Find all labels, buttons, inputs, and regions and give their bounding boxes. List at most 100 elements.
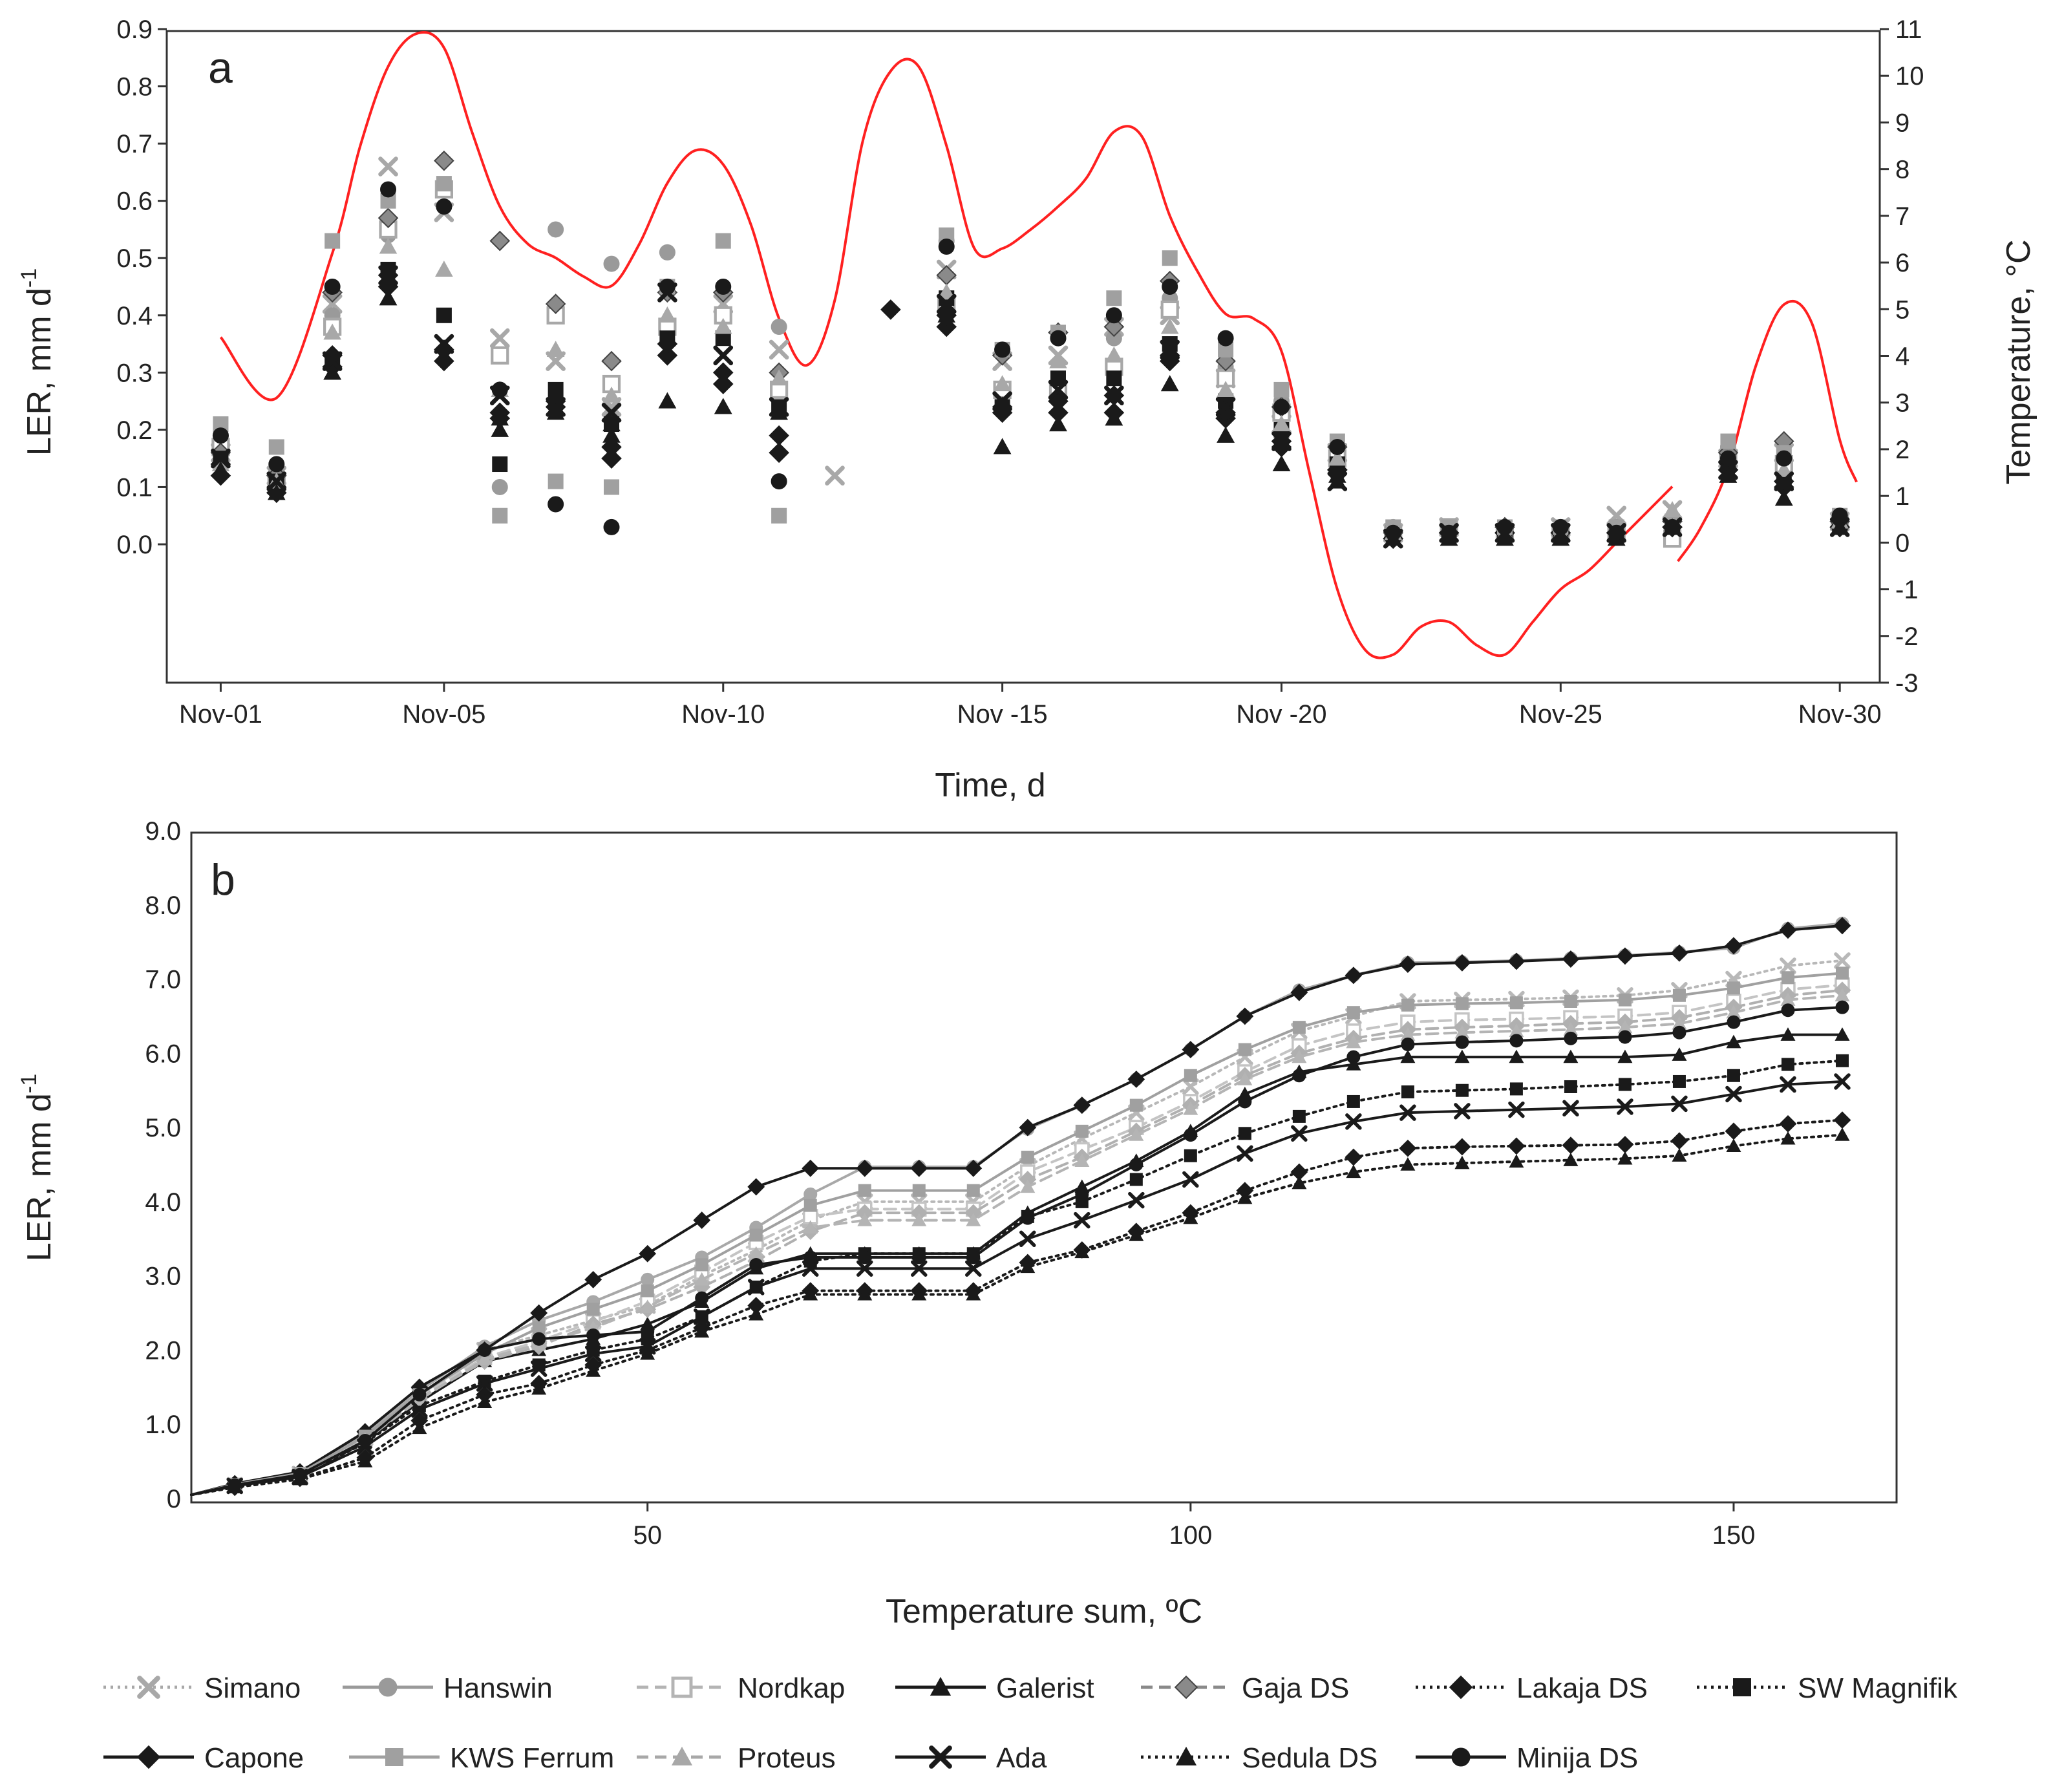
point-ada <box>1399 1104 1416 1121</box>
point-sedula-ds <box>1292 1175 1307 1189</box>
point-hanswin <box>603 255 620 272</box>
point-minija-ds <box>1564 1031 1578 1045</box>
point-sedula-ds <box>1835 1127 1850 1141</box>
point-minija-ds <box>1273 398 1290 415</box>
point-sedula-ds <box>911 1286 927 1301</box>
point-hanswin <box>491 478 508 495</box>
point-capone <box>584 1270 602 1288</box>
point-lakaja-ds <box>1507 1137 1526 1155</box>
point-sedula-ds <box>1020 1259 1036 1274</box>
point-sw-magnifik <box>1727 1069 1740 1082</box>
point-galerist <box>1835 1027 1850 1041</box>
point-ada <box>1562 1100 1579 1117</box>
point-ada <box>1074 1211 1090 1229</box>
point-proteus <box>1074 1153 1090 1167</box>
point-minija-ds <box>715 279 732 295</box>
point-gaja-ds <box>378 208 399 229</box>
point-capone <box>1345 966 1363 985</box>
point-ada <box>1617 1098 1633 1115</box>
panel-a-x-axis: Nov-01 Nov-05 Nov-10 Nov -15 Nov -20 Nov-25 No… <box>179 683 1882 729</box>
point-minija-ds <box>771 473 787 490</box>
point-ada <box>1128 1191 1145 1209</box>
panel-b-ytick-label: 4.0 <box>145 1188 181 1217</box>
panel-b-ylabel-sup: -1 <box>17 1074 41 1093</box>
point-proteus <box>1454 1025 1470 1039</box>
point-proteus <box>1775 461 1793 477</box>
series-ada <box>211 265 1850 549</box>
point-capone <box>964 1159 983 1177</box>
panel-a-frame <box>165 30 1881 684</box>
point-simano <box>322 293 343 314</box>
point-minija-ds <box>1021 1211 1035 1225</box>
line-nordkap <box>190 983 1844 1497</box>
point-gaja-ds <box>1103 316 1125 337</box>
point-capone <box>769 425 789 446</box>
point-ada <box>1019 1230 1036 1248</box>
point-sedula-ds <box>1496 529 1514 546</box>
point-sedula-ds <box>1328 472 1346 489</box>
line-galerist <box>190 1033 1844 1497</box>
point-capone <box>601 436 622 458</box>
panel-a-ytick-label: 0.0 <box>116 531 153 559</box>
point-capone <box>1833 917 1851 935</box>
point-proteus <box>1563 1022 1579 1036</box>
point-minija-ds <box>478 1343 492 1357</box>
panel-a-y2tick-label: -1 <box>1895 576 1919 604</box>
point-kws-ferrum <box>1672 988 1686 1002</box>
point-proteus <box>1617 1019 1633 1034</box>
point-simano <box>1834 952 1851 969</box>
series-ada <box>190 1073 1851 1497</box>
point-galerist <box>1780 1027 1796 1041</box>
series-hanswin <box>212 181 1848 535</box>
point-hanswin <box>548 221 564 238</box>
series-kws-ferrum <box>190 966 1849 1497</box>
point-kws-ferrum <box>532 1321 546 1335</box>
point-capone <box>1290 983 1308 1001</box>
point-sw-magnifik <box>1781 1058 1794 1071</box>
point-gaja-ds <box>545 293 566 314</box>
point-minija-ds <box>586 1328 601 1342</box>
legend-item-ada: Ada <box>895 1742 1047 1774</box>
panel-b-ytick-label: 9.0 <box>145 817 181 846</box>
legend-item-capone: Capone <box>103 1742 304 1774</box>
point-ada <box>1345 1113 1362 1130</box>
point-minija-ds <box>1238 1094 1252 1109</box>
point-kws-ferrum <box>548 473 564 489</box>
panel-a-y2tick-label: 11 <box>1895 16 1922 44</box>
point-minija-ds <box>966 1250 981 1264</box>
series-gaja-ds <box>190 981 1851 1497</box>
point-capone <box>1399 955 1417 974</box>
series-sedula-ds <box>211 289 1849 546</box>
point-proteus <box>435 261 453 277</box>
point-kws-ferrum <box>749 1228 763 1242</box>
point-proteus <box>857 1213 873 1226</box>
point-minija-ds <box>1618 1030 1632 1044</box>
point-proteus <box>1160 317 1179 334</box>
point-sedula-ds <box>770 403 788 420</box>
point-minija-ds <box>1781 1003 1795 1018</box>
point-sedula-ds <box>379 289 398 306</box>
point-sedula-ds <box>937 306 956 323</box>
point-kws-ferrum <box>1455 997 1469 1010</box>
point-lakaja-ds <box>1345 1148 1363 1166</box>
point-minija-ds <box>994 341 1011 358</box>
point-sw-magnifik <box>1346 1094 1360 1108</box>
legend-item-nordkap: Nordkap <box>637 1672 845 1704</box>
panel-b-ytick-label: 5.0 <box>145 1114 181 1142</box>
point-minija-ds <box>912 1250 926 1264</box>
legend-marker-ada <box>929 1745 952 1769</box>
point-capone <box>712 362 734 383</box>
point-minija-ds <box>212 427 229 444</box>
panel-b-ytick-label: 8.0 <box>145 891 181 920</box>
point-sedula-ds <box>1217 426 1235 443</box>
point-proteus <box>749 1246 764 1260</box>
panel-a-y2tick-label: 6 <box>1895 249 1909 277</box>
point-ada <box>211 448 231 469</box>
point-proteus <box>1400 1027 1416 1041</box>
point-ada <box>584 1345 602 1362</box>
point-sedula-ds <box>1160 375 1179 392</box>
legend-item-kws-ferrum: KWS Ferrum <box>349 1742 614 1774</box>
point-kws-ferrum <box>1564 994 1577 1008</box>
legend-marker-simano <box>137 1676 160 1699</box>
series-gaja-ds <box>210 150 1850 544</box>
